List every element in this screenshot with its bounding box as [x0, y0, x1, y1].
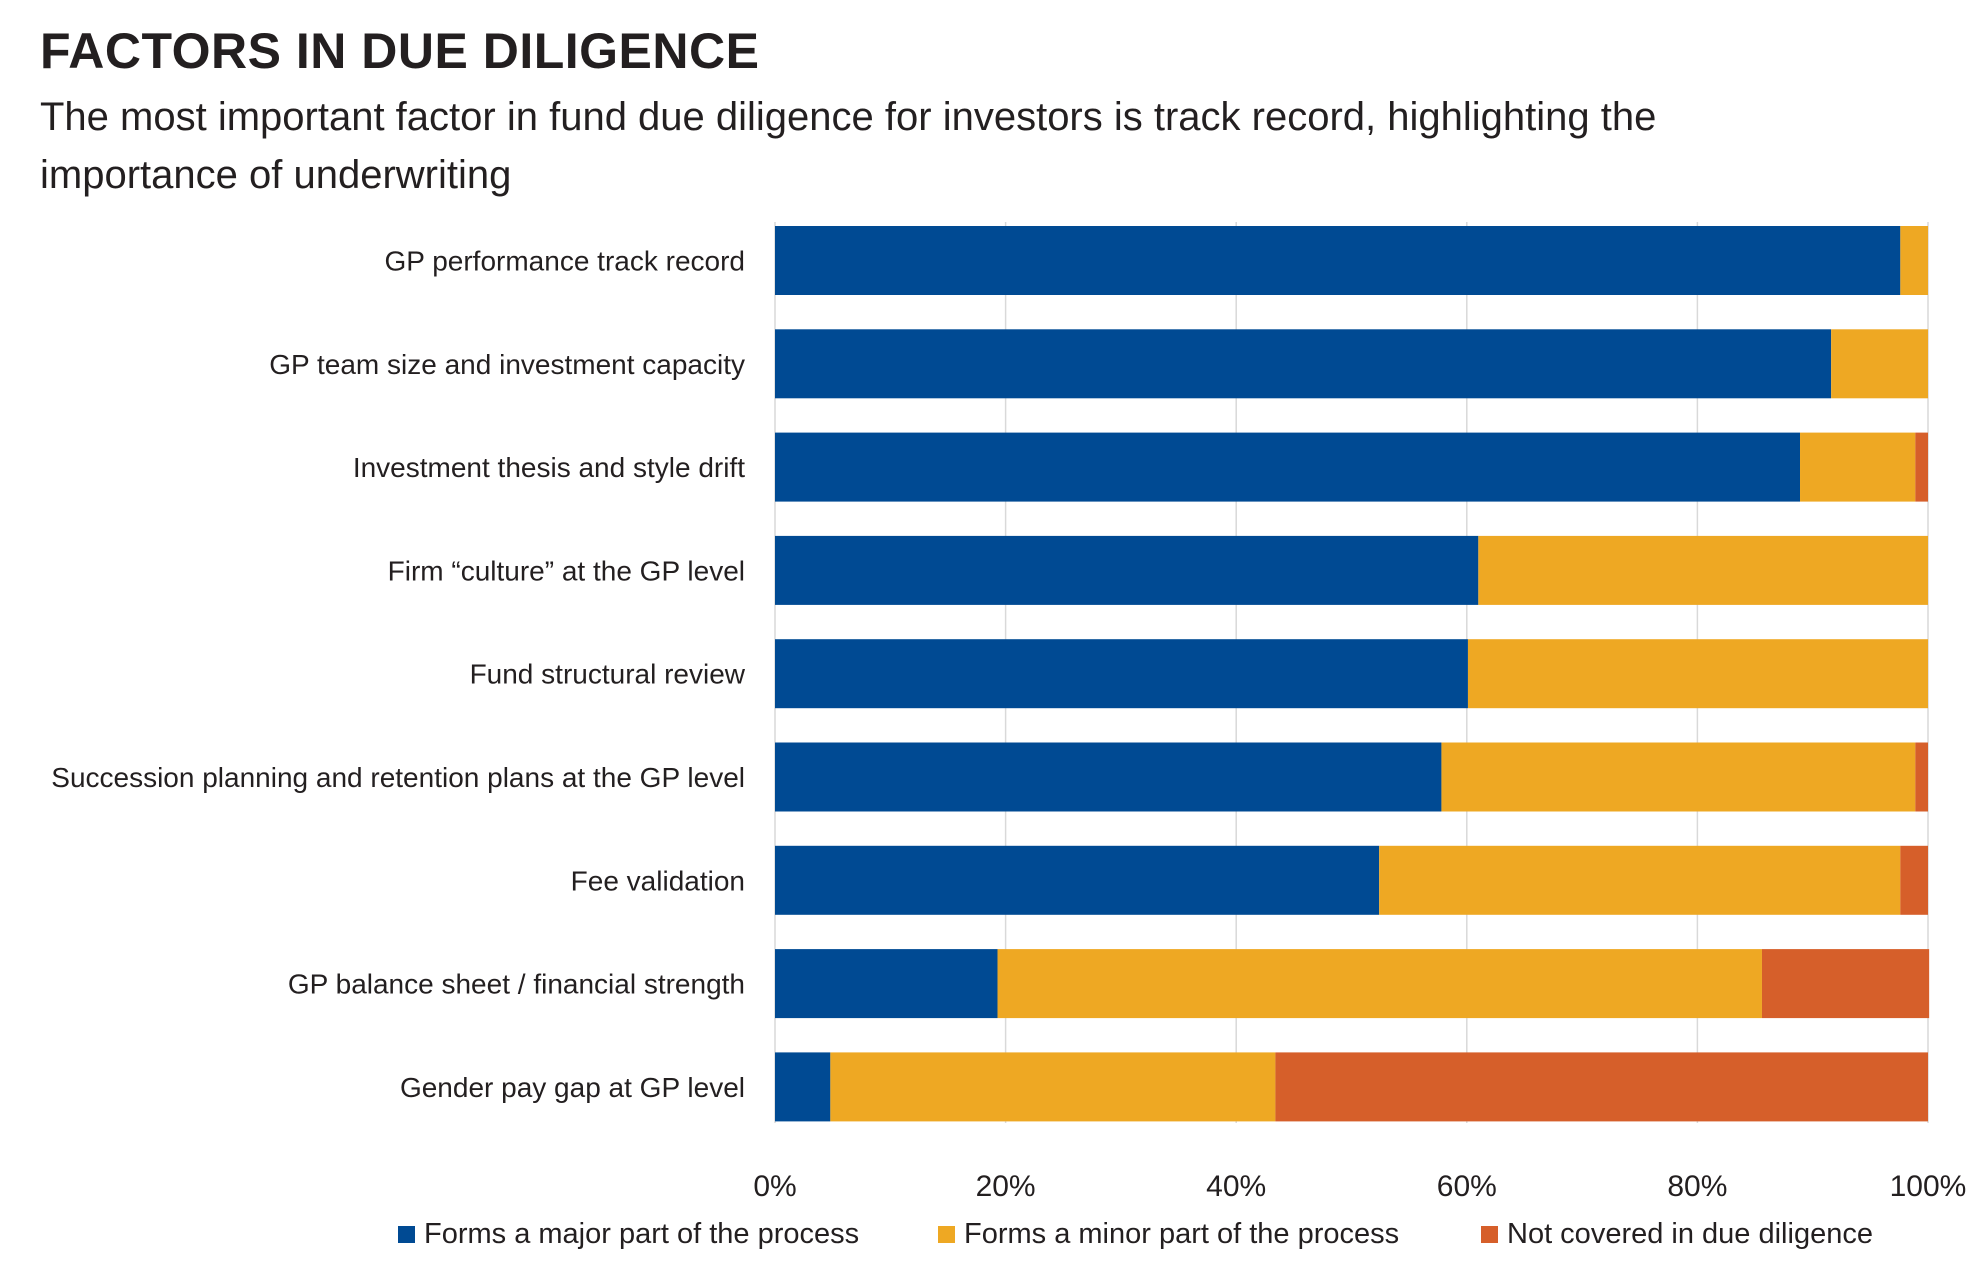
legend-swatch-not-covered — [1481, 1226, 1498, 1243]
tick-label: 80% — [1667, 1170, 1727, 1203]
bar-segment-2-1 — [1800, 432, 1916, 502]
bar-segment-5-1 — [1441, 742, 1916, 812]
stacked-bar-chart: GP performance track record GP team size … — [51, 222, 1966, 1203]
legend-label-not-covered: Not covered in due diligence — [1507, 1218, 1873, 1250]
bar-segment-8-1 — [830, 1052, 1276, 1122]
chart-subtitle: The most important factor in fund due di… — [40, 95, 1657, 197]
bar-segment-3-0 — [775, 535, 1479, 605]
chart-title: FACTORS IN DUE DILIGENCE — [40, 23, 760, 79]
tick-label: 60% — [1437, 1170, 1497, 1203]
bar-segment-7-0 — [775, 949, 998, 1019]
bar-segment-7-1 — [997, 949, 1762, 1019]
bar-segment-8-2 — [1275, 1052, 1928, 1122]
bar-segment-6-1 — [1379, 845, 1901, 915]
legend-item-not-covered: Not covered in due diligence — [1481, 1218, 1873, 1251]
bar-segment-6-2 — [1900, 845, 1928, 915]
legend-item-major: Forms a major part of the process — [398, 1218, 859, 1251]
legend-item-minor: Forms a minor part of the process — [938, 1218, 1399, 1251]
legend-swatch-minor — [938, 1226, 955, 1243]
bar-segment-5-0 — [775, 742, 1442, 812]
bar-segment-3-1 — [1478, 535, 1928, 605]
category-label: Investment thesis and style drift — [353, 452, 745, 483]
tick-label: 100% — [1890, 1170, 1967, 1203]
category-labels: GP performance track record GP team size … — [51, 246, 746, 1103]
tick-label: 20% — [976, 1170, 1036, 1203]
bar-segment-2-0 — [775, 432, 1801, 502]
bar-segment-1-1 — [1831, 329, 1928, 399]
bar-segment-2-2 — [1915, 432, 1928, 502]
bars — [775, 226, 1930, 1122]
bar-segment-0-1 — [1900, 226, 1928, 295]
bar-segment-6-0 — [775, 845, 1380, 915]
legend-label-major: Forms a major part of the process — [424, 1218, 860, 1250]
tick-label: 0% — [753, 1170, 796, 1203]
category-label: GP performance track record — [384, 246, 745, 277]
category-label: Succession planning and retention plans … — [51, 762, 745, 793]
category-label: Firm “culture” at the GP level — [388, 555, 745, 586]
bar-segment-8-0 — [775, 1052, 831, 1122]
x-axis-ticks: 0% 20% 40% 60% 80% 100% — [753, 1170, 1966, 1203]
bar-segment-1-0 — [775, 329, 1832, 399]
category-label: GP team size and investment capacity — [269, 349, 745, 380]
bar-segment-4-1 — [1467, 639, 1928, 709]
bar-segment-5-2 — [1915, 742, 1928, 812]
category-label: Fund structural review — [470, 659, 746, 690]
bar-segment-4-0 — [775, 639, 1468, 709]
legend-label-minor: Forms a minor part of the process — [964, 1218, 1400, 1250]
tick-label: 40% — [1206, 1170, 1266, 1203]
category-label: Fee validation — [571, 865, 745, 896]
category-label: GP balance sheet / financial strength — [288, 969, 745, 1000]
bar-segment-7-2 — [1761, 949, 1930, 1019]
legend: Forms a major part of the process Forms … — [0, 1218, 1979, 1258]
category-label: Gender pay gap at GP level — [400, 1072, 745, 1103]
bar-segment-0-0 — [775, 226, 1901, 295]
legend-swatch-major — [398, 1226, 415, 1243]
